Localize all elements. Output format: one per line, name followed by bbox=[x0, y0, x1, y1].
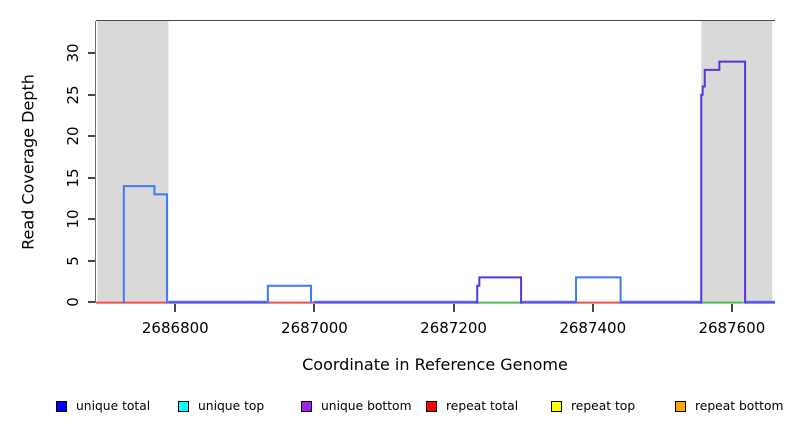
y-axis-title: Read Coverage Depth bbox=[18, 74, 38, 250]
y-tick-label: 15 bbox=[64, 168, 82, 188]
x-tick-label: 2687000 bbox=[281, 319, 348, 337]
series-path bbox=[122, 185, 622, 304]
y-tick bbox=[88, 218, 95, 221]
y-tick bbox=[88, 52, 95, 55]
x-tick-label: 2687600 bbox=[698, 319, 766, 337]
y-tick-label: 0 bbox=[64, 297, 82, 308]
legend-swatch bbox=[551, 400, 562, 412]
y-tick-label: 10 bbox=[64, 209, 82, 229]
y-tick bbox=[88, 135, 95, 138]
shaded-region bbox=[701, 21, 773, 303]
series-path bbox=[476, 60, 747, 304]
legend-label: repeat top bbox=[571, 399, 636, 413]
legend-item: unique total bbox=[56, 398, 150, 414]
x-tick bbox=[313, 304, 316, 312]
legend-item: repeat top bbox=[551, 398, 635, 414]
legend-item: repeat bottom bbox=[675, 398, 783, 414]
y-tick bbox=[88, 93, 95, 96]
legend-label: unique total bbox=[76, 399, 151, 413]
legend-label: repeat total bbox=[446, 399, 519, 413]
legend-swatch bbox=[301, 400, 312, 412]
y-tick-label: 20 bbox=[64, 126, 82, 146]
x-tick bbox=[174, 304, 177, 312]
legend-item: repeat total bbox=[426, 398, 518, 414]
legend-swatch bbox=[675, 400, 686, 412]
y-tick bbox=[88, 176, 95, 179]
y-tick bbox=[88, 301, 95, 304]
shaded-region bbox=[97, 21, 169, 303]
legend-label: unique bottom bbox=[321, 399, 412, 413]
legend-item: unique bottom bbox=[301, 398, 412, 414]
x-tick-label: 2687200 bbox=[420, 319, 487, 337]
y-tick-label: 5 bbox=[64, 256, 82, 266]
legend-swatch bbox=[56, 400, 67, 412]
y-axis-line bbox=[95, 21, 96, 303]
x-tick bbox=[591, 304, 594, 312]
legend-swatch bbox=[426, 400, 437, 412]
legend-swatch bbox=[178, 400, 189, 412]
x-tick bbox=[730, 304, 733, 312]
plot-top-border bbox=[96, 20, 775, 21]
x-tick-label: 2686800 bbox=[141, 319, 209, 337]
legend-label: repeat bottom bbox=[695, 399, 784, 413]
y-tick-label: 25 bbox=[64, 85, 82, 105]
y-tick bbox=[88, 259, 95, 262]
y-tick-label: 30 bbox=[64, 43, 82, 63]
legend-label: unique top bbox=[198, 399, 265, 413]
coverage-chart-svg bbox=[96, 21, 775, 304]
legend-item: unique top bbox=[178, 398, 264, 414]
x-axis-title: Coordinate in Reference Genome bbox=[302, 355, 568, 374]
x-tick-label: 2687400 bbox=[559, 319, 627, 337]
x-tick bbox=[452, 304, 455, 312]
